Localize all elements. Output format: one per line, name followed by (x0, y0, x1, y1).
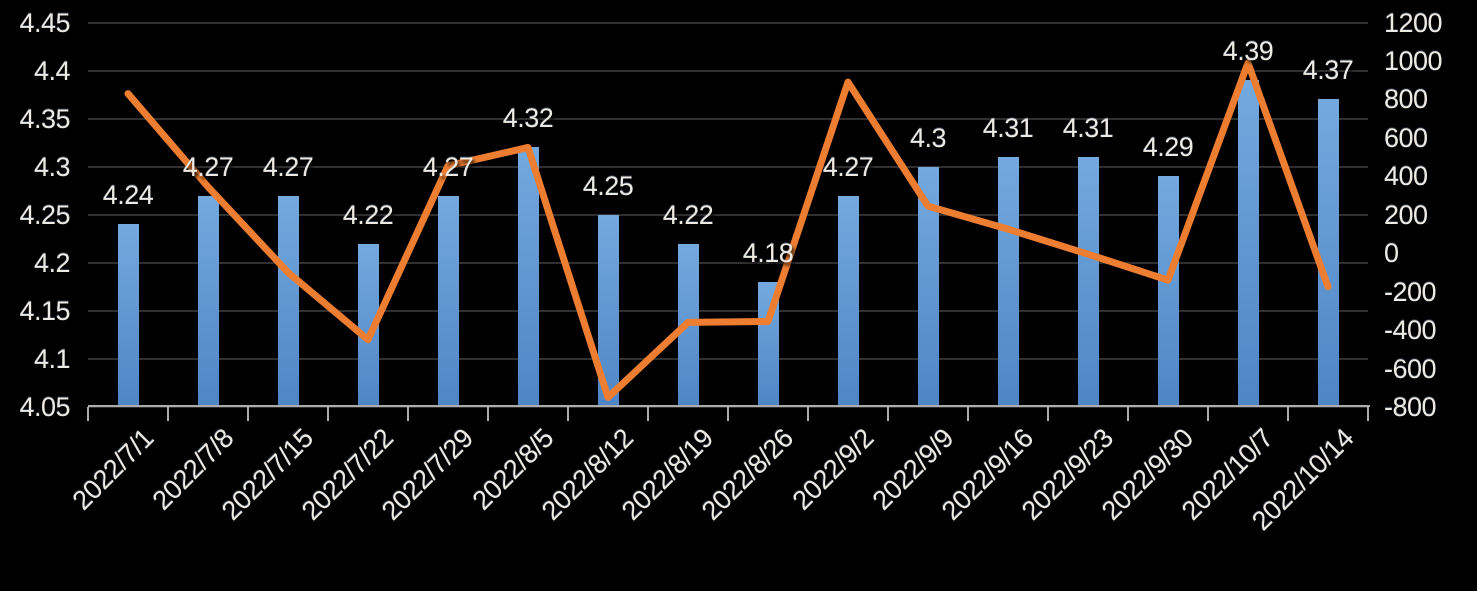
right-axis-tick-label: 400 (1384, 161, 1428, 192)
x-axis-label: 2022/7/1 (66, 423, 160, 516)
x-axis-tick (807, 407, 809, 421)
left-axis-tick-label: 4.35 (19, 103, 70, 134)
bar-data-label: 4.27 (822, 151, 874, 182)
left-axis-tick-label: 4.15 (19, 295, 70, 326)
gridline (88, 213, 1368, 216)
bar (517, 147, 539, 407)
x-axis-tick (967, 407, 969, 421)
x-axis-tick (247, 407, 249, 421)
bar (837, 195, 859, 407)
x-axis-tick (887, 407, 889, 421)
bar (357, 243, 379, 407)
bar-data-label: 4.25 (582, 170, 634, 201)
bar (117, 224, 139, 407)
x-axis-tick (727, 407, 729, 421)
bar-data-label: 4.31 (1062, 113, 1114, 144)
gridline (88, 309, 1368, 312)
x-axis-tick (1367, 407, 1369, 421)
left-axis-tick-label: 4.45 (19, 7, 70, 38)
left-axis-tick-label: 4.2 (33, 247, 71, 278)
bar (1317, 99, 1339, 407)
x-axis-tick (407, 407, 409, 421)
bar-data-label: 4.37 (1302, 55, 1354, 86)
bar (1077, 157, 1099, 407)
gridline (88, 357, 1368, 360)
bar (997, 157, 1019, 407)
bar (277, 195, 299, 407)
right-axis-tick-label: -200 (1384, 276, 1437, 307)
bar-data-label: 4.24 (102, 180, 154, 211)
x-axis-tick (167, 407, 169, 421)
bar (1157, 176, 1179, 407)
bar (1237, 80, 1259, 407)
bar (197, 195, 219, 407)
right-axis-tick-label: 800 (1384, 84, 1428, 115)
left-axis-tick-label: 4.05 (19, 392, 70, 422)
bar-data-label: 4.27 (422, 151, 474, 182)
x-axis-tick (1287, 407, 1289, 421)
bar-data-label: 4.39 (1222, 36, 1274, 67)
x-axis-tick (87, 407, 89, 421)
bar-data-label: 4.29 (1142, 132, 1194, 163)
bar-data-label: 4.32 (502, 103, 554, 134)
bar-data-label: 4.18 (742, 238, 794, 269)
gridline (88, 21, 1368, 24)
right-axis-tick-label: -800 (1384, 392, 1437, 422)
right-axis-tick-label: 200 (1384, 199, 1428, 230)
x-axis-tick (487, 407, 489, 421)
bar-data-label: 4.22 (662, 199, 714, 230)
gridline (88, 69, 1368, 72)
x-axis-tick (567, 407, 569, 421)
bar-data-label: 4.27 (182, 151, 234, 182)
x-axis-tick (1127, 407, 1129, 421)
right-axis-tick-label: 600 (1384, 122, 1428, 153)
x-axis-label: 2022/9/2 (786, 423, 880, 516)
bar (917, 166, 939, 407)
x-axis-line (88, 405, 1370, 407)
bar-data-label: 4.31 (982, 113, 1034, 144)
right-axis-tick-label: 0 (1384, 238, 1399, 269)
bar-data-label: 4.3 (909, 122, 947, 153)
x-axis-tick (1207, 407, 1209, 421)
bar-data-label: 4.22 (342, 199, 394, 230)
x-axis-tick (647, 407, 649, 421)
bar (437, 195, 459, 407)
left-axis-tick-label: 4.1 (33, 343, 71, 374)
bar-data-label: 4.27 (262, 151, 314, 182)
x-axis-tick (1047, 407, 1049, 421)
left-axis-tick-label: 4.25 (19, 199, 70, 230)
gridline (88, 165, 1368, 168)
right-axis-tick-label: 1000 (1384, 45, 1443, 76)
right-axis-tick-label: -600 (1384, 353, 1437, 384)
line-series-path (124, 59, 1332, 401)
right-axis-tick-label: -400 (1384, 315, 1437, 346)
gridline (88, 117, 1368, 120)
left-axis-tick-label: 4.3 (33, 151, 71, 182)
right-axis-tick-label: 1200 (1384, 7, 1443, 38)
gridline (88, 261, 1368, 264)
bar (597, 214, 619, 407)
left-axis-tick-label: 4.4 (33, 55, 71, 86)
x-axis-tick (327, 407, 329, 421)
